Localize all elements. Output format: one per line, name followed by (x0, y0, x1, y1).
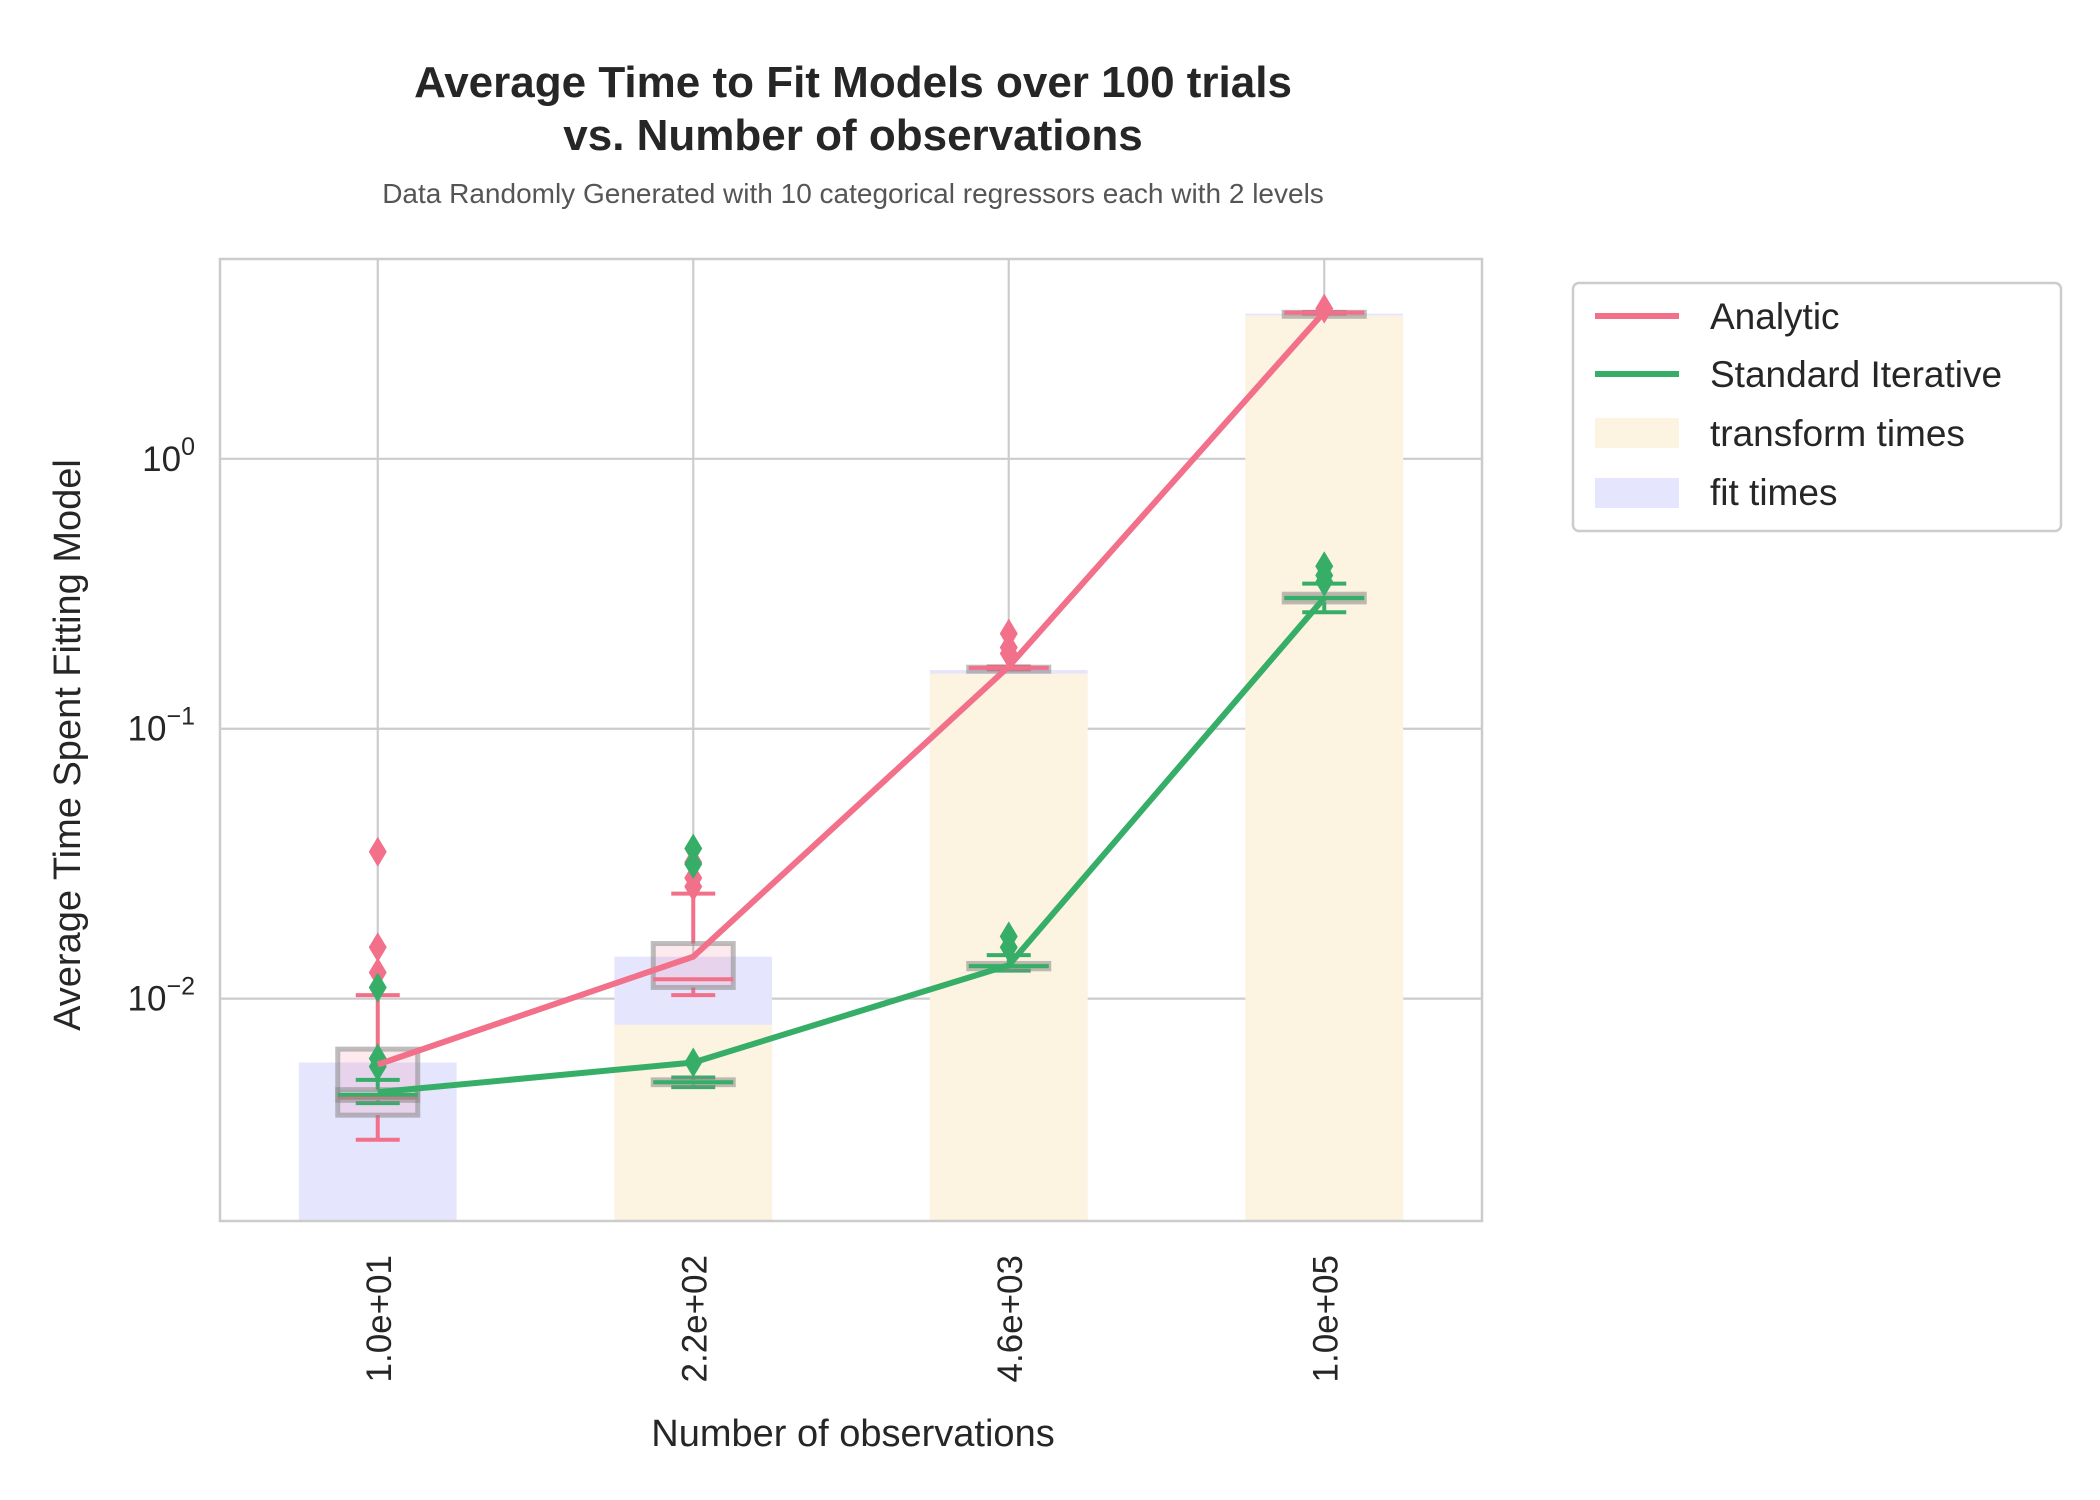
legend-fit-patch (1595, 478, 1679, 508)
legend: Analytic Standard Iterative transform ti… (1571, 281, 2063, 533)
iterative-flier-0-2 (368, 972, 387, 1003)
iterative-flier-2-1 (999, 921, 1018, 952)
chart-subtitle: Data Randomly Generated with 10 categori… (382, 178, 1324, 209)
iterative-flier-3-2 (1315, 551, 1334, 582)
x-tick-label-1: 2.2e+02 (675, 1255, 714, 1383)
y-axis-label: Average Time Spent Fitting Model (47, 459, 89, 1031)
y-tick-label-0: 10−2 (128, 973, 195, 1019)
iterative-flier-1-1 (684, 849, 703, 880)
y-tick-exponent: −2 (166, 973, 195, 1001)
y-tick-base: 10 (128, 980, 167, 1019)
y-tick-label-1: 10−1 (128, 703, 195, 749)
iterative-line (377, 596, 1327, 1096)
x-tick-label-3: 1.0e+05 (1306, 1255, 1345, 1383)
legend-iterative-label: Standard Iterative (1710, 354, 2002, 395)
legend-fit-label: fit times (1710, 472, 1837, 513)
x-ticks: 1.0e+01 2.2e+02 4.6e+03 1.0e+05 (360, 1255, 1346, 1383)
analytic-flier-0-2 (368, 836, 387, 867)
y-tick-exponent: −1 (166, 703, 195, 731)
x-tick-label-2: 4.6e+03 (991, 1255, 1030, 1383)
series-lines (376, 309, 1327, 1096)
x-tick-label-0: 1.0e+01 (360, 1255, 399, 1383)
y-tick-exponent: 0 (181, 433, 195, 461)
y-tick-base: 10 (128, 710, 167, 749)
analytic-line (376, 309, 1327, 1068)
legend-frame (1571, 281, 2063, 533)
transform-bar-3 (1245, 315, 1404, 1221)
iterative-flier-1-2 (684, 833, 703, 864)
chart-title-line1: Average Time to Fit Models over 100 tria… (414, 58, 1292, 107)
analytic-flier-2-2 (999, 618, 1018, 649)
analytic-flier-0-1 (368, 932, 387, 963)
plot-frame (218, 257, 1484, 1223)
chart-title-line2: vs. Number of observations (563, 111, 1142, 160)
legend-transform-patch (1595, 418, 1679, 448)
legend-transform-label: transform times (1710, 413, 1965, 454)
y-tick-label-2: 100 (142, 433, 195, 479)
x-axis-label: Number of observations (651, 1413, 1054, 1455)
y-tick-base: 10 (142, 440, 181, 479)
legend-analytic-label: Analytic (1710, 296, 1840, 337)
